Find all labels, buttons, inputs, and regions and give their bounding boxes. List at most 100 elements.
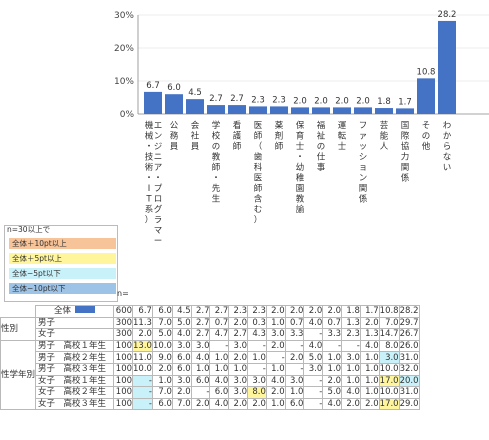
table-cell: 3.0 <box>284 374 305 388</box>
table-cell: 31.0 <box>398 386 420 399</box>
row-label: 女子 <box>35 328 115 341</box>
table-cell: 28.2 <box>398 305 420 318</box>
table-cell: 13.0 <box>132 339 153 353</box>
table-cell: 7.0 <box>151 386 173 399</box>
table-cell: 1.0 <box>359 374 380 388</box>
table-cell: 3.0 <box>228 374 249 388</box>
bar-value-label: 6.7 <box>146 81 160 91</box>
bar-value-label: 1.7 <box>398 97 412 107</box>
table-cell: 1.0 <box>151 374 173 388</box>
table-cell: 2.0 <box>151 362 173 376</box>
table-cell: 2.7 <box>228 328 249 341</box>
table-cell: 2.0 <box>303 305 324 318</box>
table-cell: 14.7 <box>378 328 400 341</box>
legend-title: n=30以上で <box>7 225 51 234</box>
total-label: 全体 <box>54 306 72 317</box>
table-cell: 6.0 <box>209 386 230 399</box>
table-cell: 6.0 <box>171 351 192 364</box>
table-cell: 3.0 <box>228 386 249 399</box>
table-cell: 4.7 <box>209 328 230 341</box>
table-cell: 1.0 <box>190 362 211 376</box>
table-cell: 0.7 <box>284 316 305 330</box>
x-category-label: 薬剤師 <box>275 120 284 152</box>
bar <box>438 20 456 114</box>
legend-item: 全体＋5pt以上 <box>9 253 116 264</box>
table-cell: 6.7 <box>132 305 153 318</box>
bar-value-label: 2.3 <box>251 95 265 105</box>
table-cell: 2.0 <box>171 386 192 399</box>
table-cell: 26.7 <box>398 328 420 341</box>
table-cell: - <box>303 386 324 399</box>
table-cell: 2.3 <box>228 305 249 318</box>
table-cell: 9.0 <box>151 351 173 364</box>
table-cell: 1.0 <box>322 362 343 376</box>
n-label: n= <box>117 289 129 298</box>
table-cell: 2.0 <box>284 305 305 318</box>
table-cell: 1.0 <box>359 351 380 364</box>
table-cell: 1.0 <box>284 386 305 399</box>
table-cell: 1.0 <box>209 351 230 364</box>
table-cell: 2.0 <box>247 397 267 411</box>
table-cell: 7.0 <box>171 397 192 411</box>
table-cell: - <box>247 362 267 376</box>
row-label: 男子 高校３年生 <box>35 362 115 376</box>
table-cell: 1.0 <box>265 362 286 376</box>
table-cell: - <box>303 328 324 341</box>
y-tick-label: 0% <box>120 110 135 120</box>
table-cell: 31.0 <box>398 351 420 364</box>
table-cell: 2.0 <box>228 316 249 330</box>
bar <box>396 108 414 114</box>
table-cell: 10.0 <box>378 386 400 399</box>
table-cell: 4.0 <box>303 316 324 330</box>
table-cell: 1.0 <box>209 362 230 376</box>
bar <box>207 105 225 114</box>
bar-value-label: 10.8 <box>417 67 436 77</box>
table-row: 女子 高校１年生 100-1.0 3.0 6.0 4.0 3.0 3.0 4.0 3.0-2.0… <box>1 374 420 388</box>
table-cell: 4.0 <box>341 386 361 399</box>
table-cell: 2.0 <box>265 339 286 353</box>
bar-value-label: 2.3 <box>272 95 286 105</box>
table-cell: 3.0 <box>228 339 249 353</box>
table-cell: 17.0 <box>378 397 400 411</box>
y-tick-label: 10% <box>114 77 134 87</box>
table-cell: 8.0 <box>247 386 267 399</box>
table-cell: 2.0 <box>322 374 343 388</box>
bar <box>270 106 288 114</box>
x-category-label: 機械・技術・ I T 系） <box>145 120 154 226</box>
table-cell: - <box>132 397 153 411</box>
table-cell: 4.5 <box>171 305 192 318</box>
table-cell: 2.0 <box>228 397 249 411</box>
table-cell: 6.0 <box>190 374 211 388</box>
table-cell: 5.0 <box>171 316 192 330</box>
table-cell: 2.3 <box>341 328 361 341</box>
bar <box>186 99 204 114</box>
table-cell: 6.0 <box>151 397 173 411</box>
bar <box>312 107 330 114</box>
bar <box>333 107 351 114</box>
bar-value-label: 2.0 <box>356 96 370 106</box>
table-cell: 17.0 <box>378 374 400 388</box>
table-cell: 1.3 <box>359 328 380 341</box>
table-cell: 2.0 <box>284 351 305 364</box>
bar-value-label: 2.0 <box>335 96 349 106</box>
table-cell: 2.0 <box>341 397 361 411</box>
table-cell: 10.0 <box>151 339 173 353</box>
row-n: 100 <box>113 397 134 411</box>
table-cell: 3.0 <box>378 351 400 364</box>
row-label: 男子 <box>35 316 115 330</box>
table-cell: 7.0 <box>378 316 400 330</box>
x-category-label: 国際協力関係 <box>401 121 410 184</box>
bar-value-label: 2.7 <box>209 94 223 104</box>
table-cell: 2.0 <box>359 397 380 411</box>
row-n: 300 <box>113 328 134 341</box>
table-cell: 29.0 <box>398 397 420 411</box>
row-n: 100 <box>113 386 134 399</box>
row-n: 100 <box>113 339 134 353</box>
table-cell: - <box>190 386 211 399</box>
group-label: 性別 <box>0 316 36 341</box>
table-cell: 1.0 <box>322 351 343 364</box>
table-cell: 2.7 <box>190 328 211 341</box>
table-cell: 3.0 <box>341 351 361 364</box>
x-category-label: わからない <box>443 121 452 173</box>
legend-item: 全体−5pt以下 <box>9 268 116 279</box>
